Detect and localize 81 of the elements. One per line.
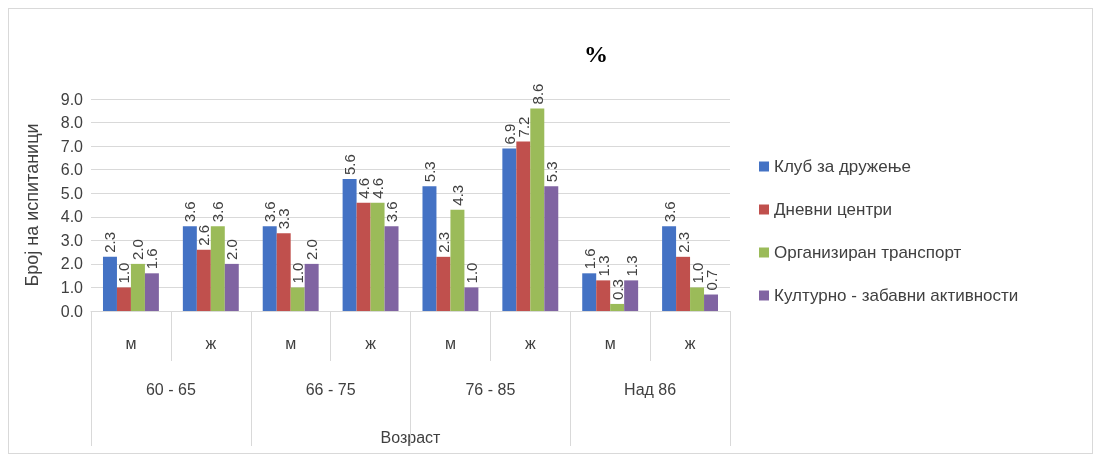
text: 66 - 75 bbox=[305, 380, 356, 398]
x-axis-title: Возраст bbox=[380, 428, 442, 446]
data-label: 8.6 bbox=[528, 83, 546, 105]
bar bbox=[582, 273, 597, 311]
data-label: 1.0 bbox=[115, 262, 133, 284]
x-tick-label: ж bbox=[684, 334, 696, 352]
x-tick-label: м bbox=[285, 334, 297, 352]
data-label: 5.3 bbox=[420, 161, 438, 183]
bar bbox=[210, 226, 225, 311]
text: Над 86 bbox=[624, 380, 677, 398]
bar bbox=[436, 256, 451, 311]
bar bbox=[464, 287, 479, 311]
y-tick-label: 2.0 bbox=[60, 255, 84, 273]
bar bbox=[342, 179, 357, 311]
text: 76 - 85 bbox=[465, 380, 516, 398]
data-label: 5.6 bbox=[341, 154, 359, 176]
legend-label: Културно - забавни активности bbox=[774, 286, 1019, 305]
bar bbox=[704, 294, 719, 311]
x-tick-label: м bbox=[444, 334, 456, 352]
x-tick-label: ж bbox=[524, 334, 536, 352]
bar bbox=[290, 287, 305, 311]
y-tick-label: 9.0 bbox=[60, 90, 84, 108]
data-label: 3.6 bbox=[660, 201, 678, 223]
bar bbox=[116, 287, 131, 311]
bar bbox=[516, 141, 531, 311]
data-label: 2.6 bbox=[195, 224, 213, 246]
data-label: 2.0 bbox=[223, 239, 241, 260]
y-tick-label: 1.0 bbox=[60, 278, 84, 296]
y-tick-label: 4.0 bbox=[60, 208, 84, 226]
bar bbox=[502, 148, 517, 311]
data-label: 2.3 bbox=[674, 231, 692, 253]
bar bbox=[530, 108, 545, 311]
legend-label: Дневни центри bbox=[774, 200, 893, 219]
bar bbox=[144, 273, 159, 311]
y-tick-label: 0.0 bbox=[60, 302, 84, 320]
data-label: 1.0 bbox=[289, 262, 307, 284]
y-tick-label: 6.0 bbox=[60, 161, 84, 179]
bar bbox=[596, 280, 611, 311]
bar bbox=[610, 303, 625, 311]
bar bbox=[276, 233, 291, 311]
bar bbox=[356, 202, 371, 311]
chart-title: % bbox=[584, 41, 608, 67]
data-label: 2.3 bbox=[434, 231, 452, 253]
bar bbox=[102, 256, 117, 311]
data-label: 3.6 bbox=[181, 201, 199, 223]
data-label: 4.3 bbox=[448, 184, 466, 206]
x-tick-label: ж bbox=[205, 334, 217, 352]
data-label: 5.3 bbox=[542, 161, 560, 183]
text: 60 - 65 bbox=[145, 380, 196, 398]
y-tick-label: 7.0 bbox=[60, 137, 84, 155]
bar bbox=[304, 263, 319, 311]
bar bbox=[662, 226, 677, 311]
y-tick-label: 3.0 bbox=[60, 231, 84, 249]
bar bbox=[370, 202, 385, 311]
data-label: 3.6 bbox=[383, 201, 401, 223]
bar bbox=[450, 209, 465, 311]
bar bbox=[196, 249, 211, 311]
y-tick-label: 8.0 bbox=[60, 114, 84, 132]
x-tick-label: м bbox=[125, 334, 137, 352]
y-tick-label: 5.0 bbox=[60, 184, 84, 202]
data-label: 2.0 bbox=[303, 239, 321, 260]
data-label: 1.0 bbox=[462, 262, 480, 284]
data-label: 3.6 bbox=[209, 201, 227, 223]
data-label: 1.3 bbox=[622, 255, 640, 277]
bar bbox=[690, 287, 705, 311]
bar bbox=[262, 226, 277, 311]
bar bbox=[182, 226, 197, 311]
y-axis-title: Број на испитаници bbox=[22, 123, 42, 287]
data-label: 0.3 bbox=[608, 279, 626, 300]
x-tick-label: ж bbox=[365, 334, 377, 352]
data-label: 2.3 bbox=[101, 231, 119, 253]
x-tick-label: м bbox=[604, 334, 616, 352]
legend-label: Организиран транспорт bbox=[774, 243, 962, 262]
bar bbox=[422, 186, 437, 311]
bar bbox=[544, 186, 559, 311]
bar bbox=[384, 226, 399, 311]
legend-label: Клуб за дружење bbox=[774, 157, 911, 176]
bar bbox=[624, 280, 639, 311]
bar bbox=[676, 256, 691, 311]
bar bbox=[224, 263, 239, 311]
bar bbox=[130, 263, 145, 311]
